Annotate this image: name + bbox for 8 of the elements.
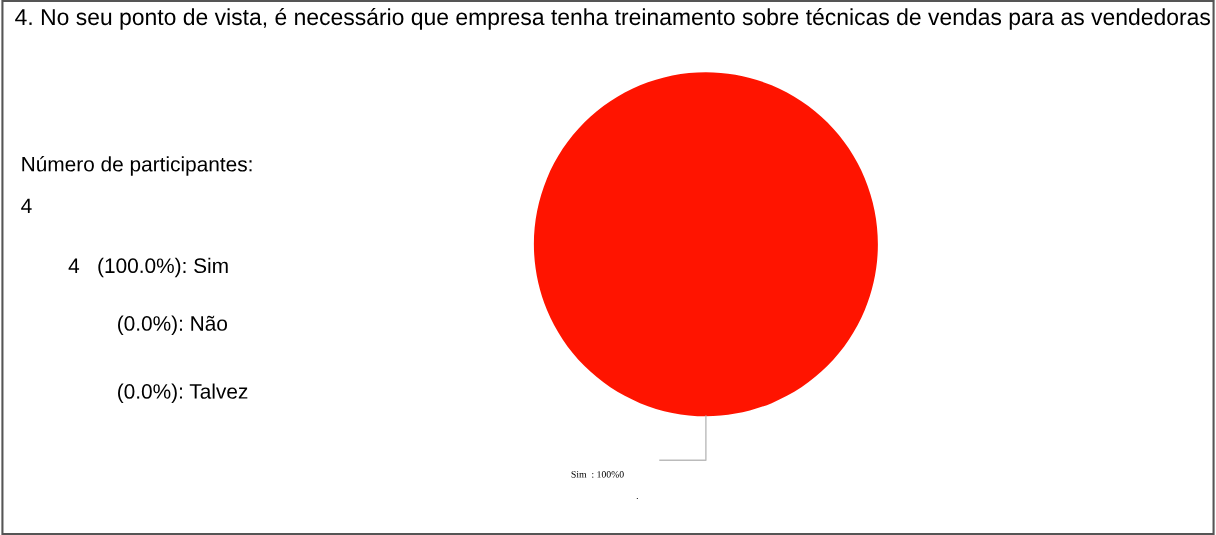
text: (0.0%): Não bbox=[118, 315, 228, 335]
text: 4 (100.0%): Sim bbox=[68, 257, 228, 278]
text: (0.0%): Talvez bbox=[118, 383, 248, 403]
text: 4 bbox=[21, 198, 32, 213]
text: . bbox=[636, 497, 638, 499]
data-label: Sim : 100%0 bbox=[571, 471, 624, 478]
text: Número de participantes: bbox=[22, 156, 252, 176]
chart-title: 4. No seu ponto de vista, é necessário que empresa tenha treinamento sobre técnicas de vendas para as vendedoras bbox=[15, 8, 1210, 30]
